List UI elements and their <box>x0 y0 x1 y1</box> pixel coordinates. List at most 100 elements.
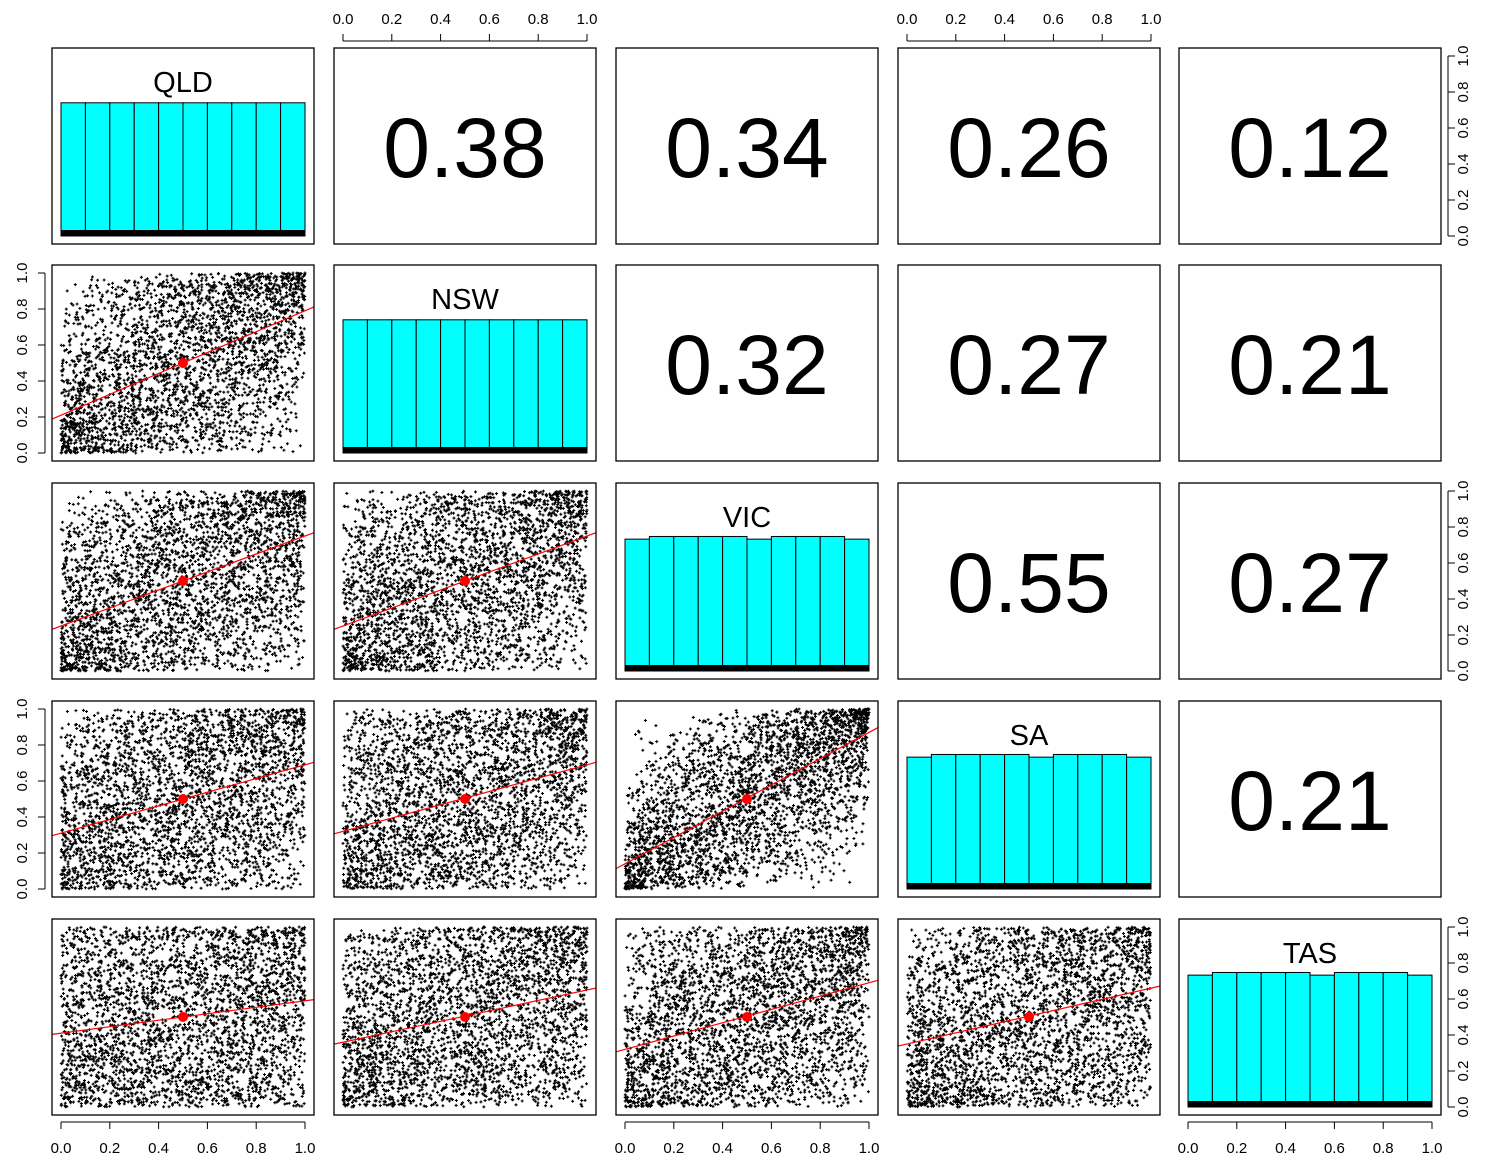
histogram-bar <box>624 538 650 672</box>
axis-tick-label: 0.6 <box>14 771 31 792</box>
histogram-bar <box>673 535 699 672</box>
histogram-bar <box>819 535 846 672</box>
axis-tick-label: 0.2 <box>14 407 31 428</box>
axis-tick-label: 0.8 <box>1373 1140 1394 1157</box>
axis-tick-label: 0.8 <box>1092 11 1113 28</box>
mean-point <box>178 1012 188 1022</box>
axis-tick-label: 0.2 <box>663 1140 684 1157</box>
rug-strip <box>61 230 305 236</box>
axis-tick-label: 0.4 <box>430 11 451 28</box>
histogram-bar <box>930 753 957 890</box>
correlation-value: 0.27 <box>1228 536 1392 630</box>
axis-tick-label: 0.0 <box>14 443 31 464</box>
histogram-bar <box>844 538 870 672</box>
axis-tick-label: 0.6 <box>1455 553 1472 574</box>
histogram-bar <box>488 319 515 454</box>
panel-border <box>897 264 1161 462</box>
panel-border <box>1178 264 1442 462</box>
axis-tick-label: 0.4 <box>1275 1140 1296 1157</box>
axis-tick-label: 0.8 <box>14 735 31 756</box>
axis-tick-label: 0.4 <box>1455 1025 1472 1046</box>
histogram-bar <box>464 319 490 454</box>
axis-tick-label: 0.4 <box>1455 154 1472 175</box>
axis-tick-label: 0.2 <box>1455 625 1472 646</box>
axis-tick-label: 0.8 <box>246 1140 267 1157</box>
histogram-bar <box>60 102 86 237</box>
axis-tick-label: 1.0 <box>14 263 31 284</box>
panel-border <box>1178 918 1442 1116</box>
histogram-bar <box>722 535 748 672</box>
mean-point <box>178 794 188 804</box>
histogram-bar <box>1052 753 1079 890</box>
scatter-points <box>623 925 871 1109</box>
histogram-bar <box>648 535 675 672</box>
correlation-value: 0.32 <box>665 318 829 412</box>
histogram-bar <box>1077 753 1103 890</box>
axis-tick-label: 0.0 <box>1455 1097 1472 1118</box>
scatter-points <box>59 707 307 891</box>
histogram-bar <box>206 102 233 237</box>
correlation-value: 0.21 <box>1228 318 1392 412</box>
mean-point <box>742 1012 752 1022</box>
histogram-bar <box>770 535 797 672</box>
histogram-bar <box>158 102 184 237</box>
axis-tick-label: 0.4 <box>14 371 31 392</box>
correlation-value: 0.21 <box>1228 754 1392 848</box>
mean-point <box>742 794 752 804</box>
axis-tick-label: 0.8 <box>810 1140 831 1157</box>
axis-tick-label: 0.6 <box>1455 989 1472 1010</box>
histogram-bar <box>1358 971 1384 1108</box>
axis-tick-label: 0.4 <box>14 807 31 828</box>
axis-tick-label: 1.0 <box>1455 46 1472 67</box>
mean-point <box>460 1012 470 1022</box>
correlation-value: 0.26 <box>947 101 1111 195</box>
panel-border <box>897 47 1161 245</box>
axis-tick-label: 0.0 <box>51 1140 72 1157</box>
panel-border <box>615 47 879 245</box>
correlation-value: 0.27 <box>947 318 1111 412</box>
histogram-bar <box>1028 756 1054 890</box>
mean-point <box>178 358 188 368</box>
correlation-value: 0.38 <box>383 101 547 195</box>
axis-tick-label: 0.4 <box>148 1140 169 1157</box>
variable-label: SA <box>1010 720 1049 752</box>
histogram-bar <box>562 319 588 454</box>
axis-tick-label: 1.0 <box>859 1140 880 1157</box>
axis-tick-label: 1.0 <box>1455 917 1472 938</box>
panel-border <box>1178 482 1442 680</box>
histogram-bar <box>697 535 724 672</box>
histogram-bar <box>1333 971 1360 1108</box>
axis-tick-label: 0.4 <box>1455 589 1472 610</box>
axis-tick-label: 0.6 <box>14 335 31 356</box>
panel-border <box>333 264 597 462</box>
axis-tick-label: 0.8 <box>1455 953 1472 974</box>
histogram-bar <box>84 102 111 237</box>
axis-tick-label: 0.2 <box>1455 1061 1472 1082</box>
mean-point <box>460 794 470 804</box>
histogram-bar <box>979 753 1006 890</box>
panel-border <box>615 700 879 898</box>
axis-tick-label: 1.0 <box>1422 1140 1443 1157</box>
histogram-bar <box>906 756 932 890</box>
histogram-bar <box>1126 756 1152 890</box>
scatter-points <box>59 489 307 673</box>
histogram-bar <box>1187 974 1213 1108</box>
axis-tick-label: 0.8 <box>528 11 549 28</box>
panel-border <box>897 700 1161 898</box>
histogram-bar <box>255 102 282 237</box>
axis-tick-label: 0.2 <box>1455 190 1472 211</box>
scatter-points <box>341 489 589 673</box>
mean-point <box>178 576 188 586</box>
axis-tick-label: 0.2 <box>99 1140 120 1157</box>
panel-border <box>333 918 597 1116</box>
histogram-bar <box>1211 971 1238 1108</box>
histogram-bar <box>391 319 417 454</box>
correlation-value: 0.12 <box>1228 101 1392 195</box>
panel-border <box>333 700 597 898</box>
axis-tick-label: 0.6 <box>1043 11 1064 28</box>
axis-tick-label: 1.0 <box>295 1140 316 1157</box>
histogram-bar <box>1285 971 1311 1108</box>
histogram-bar <box>746 538 772 672</box>
scatter-points <box>905 925 1152 1109</box>
